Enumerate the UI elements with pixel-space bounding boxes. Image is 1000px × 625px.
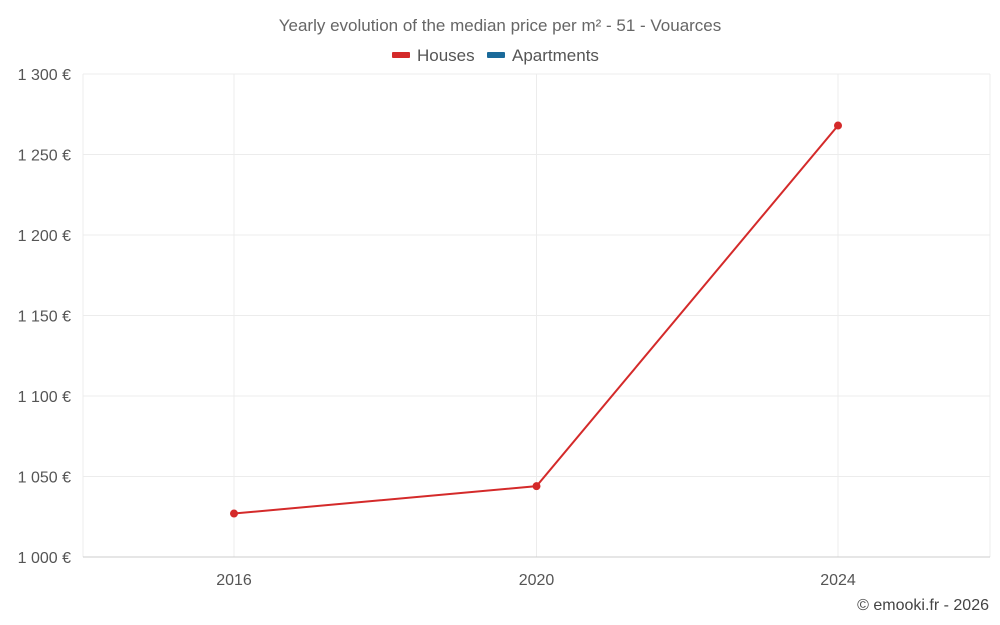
x-axis-ticks: 2016 2020 2024: [216, 572, 856, 589]
data-point-houses-2024[interactable]: [834, 121, 842, 130]
y-tick-label: 1 000 €: [18, 550, 71, 567]
y-tick-label: 1 250 €: [18, 148, 71, 165]
x-tick-label: 2016: [216, 572, 252, 589]
series: [230, 121, 842, 518]
legend-swatch-apartments: [487, 52, 505, 58]
y-tick-label: 1 200 €: [18, 228, 71, 245]
x-tick-label: 2024: [820, 572, 856, 589]
y-tick-label: 1 100 €: [18, 389, 71, 406]
chart-title: Yearly evolution of the median price per…: [279, 16, 722, 35]
legend: Houses Apartments: [392, 46, 599, 65]
y-tick-label: 1 300 €: [18, 67, 71, 84]
data-point-houses-2020[interactable]: [532, 482, 541, 491]
legend-item-apartments[interactable]: Apartments: [512, 46, 599, 65]
legend-item-houses[interactable]: Houses: [417, 46, 475, 65]
y-tick-label: 1 050 €: [18, 470, 71, 487]
credit-text: © emooki.fr - 2026: [857, 597, 989, 614]
y-tick-label: 1 150 €: [18, 309, 71, 326]
grid: [82, 73, 991, 558]
x-tick-label: 2020: [519, 572, 555, 589]
legend-swatch-houses: [392, 52, 410, 58]
y-axis-ticks: 1 000 € 1 050 € 1 100 € 1 150 € 1 200 € 1 250…: [18, 67, 71, 567]
data-point-houses-2016[interactable]: [230, 509, 238, 518]
